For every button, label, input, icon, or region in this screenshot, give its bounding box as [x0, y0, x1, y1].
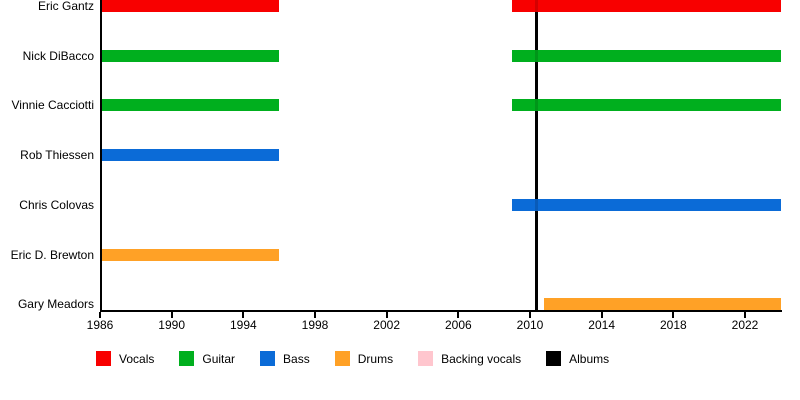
legend-item-drums: Drums — [334, 351, 394, 366]
timeline-bar — [512, 0, 781, 12]
legend-item-backing-vocals: Backing vocals — [418, 351, 521, 366]
album-marker-line-overlay — [534, 0, 539, 310]
x-axis-tick — [170, 312, 173, 318]
legend-item-albums: Albums — [546, 351, 609, 366]
timeline-bar — [512, 99, 781, 112]
y-axis-line — [100, 0, 102, 312]
member-label: Eric Gantz — [37, 0, 94, 13]
legend-swatch — [334, 351, 350, 366]
plot-area: Eric Gantz Nick DiBacco Vinnie Cacciotti Ro… — [10, 0, 782, 332]
member-label: Eric D. Brewton — [10, 247, 94, 262]
timeline-bar — [100, 248, 280, 261]
x-axis-tick — [744, 312, 746, 318]
legend-item-guitar: Guitar — [179, 351, 235, 366]
member-label: Vinnie Cacciotti — [11, 98, 95, 113]
legend-swatch — [418, 351, 434, 366]
member-label: Rob Thiessen — [20, 148, 94, 163]
x-axis-tick-label: 1994 — [229, 318, 257, 332]
x-axis-tick — [385, 312, 388, 318]
legend-swatch — [260, 351, 276, 366]
legend-swatch — [546, 351, 562, 366]
timeline-bar — [100, 149, 280, 162]
x-axis-tick-label: 2010 — [516, 318, 544, 332]
legend-swatch — [96, 351, 111, 366]
x-axis-tick-label: 1990 — [158, 318, 185, 332]
x-axis-tick-label: 2014 — [588, 318, 615, 332]
timeline-bar — [100, 49, 280, 62]
x-axis-tick — [457, 312, 460, 318]
x-axis-tick-label: 2006 — [444, 318, 472, 332]
x-axis-tick-label: 2002 — [373, 318, 400, 332]
x-axis-tick-label: 2022 — [731, 318, 759, 332]
x-axis-tick — [529, 312, 531, 318]
timeline-bar — [100, 99, 280, 112]
legend-label: Vocals — [119, 351, 155, 366]
member-label: Gary Meadors — [17, 297, 94, 312]
timeline-bar — [512, 198, 781, 211]
timeline-bar — [544, 298, 781, 311]
timeline-bar — [100, 0, 280, 12]
x-axis-tick — [314, 312, 316, 318]
legend-item-vocals: Vocals — [96, 351, 154, 366]
album-marker-line — [534, 0, 539, 310]
legend-label: Albums — [569, 351, 610, 366]
x-axis-tick-label: 2018 — [659, 318, 687, 332]
legend-label: Drums — [357, 351, 394, 366]
member-label: Nick DiBacco — [22, 48, 94, 63]
x-axis-tick-label: 1986 — [86, 318, 114, 332]
x-axis-tick — [99, 312, 101, 318]
legend-label: Guitar — [202, 351, 236, 366]
legend: Vocals Guitar Bass Drums Backing vocals Album… — [96, 351, 609, 366]
x-axis-line — [100, 310, 782, 312]
x-axis-tick-label: 1998 — [301, 318, 329, 332]
x-axis-tick — [600, 312, 603, 318]
legend-label: Bass — [283, 351, 310, 366]
member-label: Chris Colovas — [19, 197, 94, 212]
legend-item-bass: Bass — [260, 351, 310, 366]
x-axis-tick — [672, 312, 675, 318]
legend-label: Backing vocals — [441, 351, 522, 366]
x-axis-tick — [242, 312, 245, 318]
timeline-bar — [512, 49, 781, 62]
legend-swatch — [179, 351, 195, 366]
